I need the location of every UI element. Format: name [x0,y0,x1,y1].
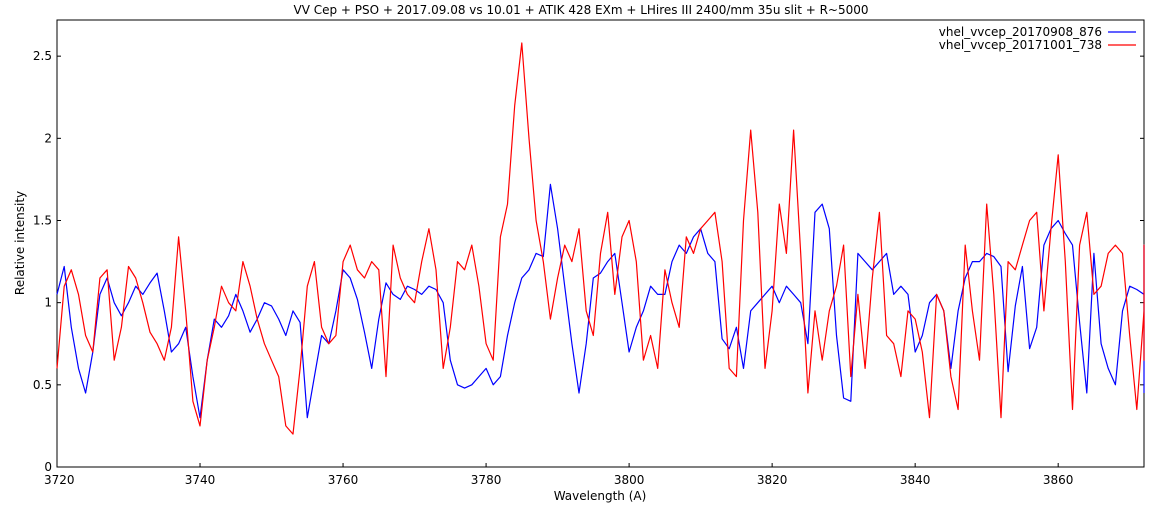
x-tick-label: 3800 [614,473,645,487]
y-tick-label: 1 [44,296,52,310]
series-line-red [56,42,1145,435]
y-tick-label: 2 [44,131,52,145]
x-tick-label: 3760 [328,473,359,487]
series-line-blue [56,183,1145,419]
x-axis-title: Wavelength (A) [554,489,647,503]
x-tick-label: 3720 [44,473,75,487]
legend: vhel_vvcep_20170908_876 vhel_vvcep_20171… [939,25,1136,52]
legend-label-blue: vhel_vvcep_20170908_876 [939,25,1102,39]
x-tick-label: 3740 [185,473,216,487]
y-tick-label: 1.5 [33,213,52,227]
chart-title: VV Cep + PSO + 2017.09.08 vs 10.01 + ATI… [293,3,869,17]
plot-frame [56,19,1145,468]
y-axis-ticks: 0 0.5 1 1.5 2 2.5 [33,49,1144,474]
series-lines [56,42,1145,435]
y-axis-title: Relative intensity [13,191,27,295]
y-tick-label: 2.5 [33,49,52,63]
x-axis-ticks: 3720 3740 3760 3780 3800 3820 3840 3860 [44,463,1073,487]
y-tick-label: 0.5 [33,378,52,392]
y-tick-label: 0 [44,460,52,474]
x-tick-label: 3780 [471,473,502,487]
x-tick-label: 3860 [1043,473,1074,487]
legend-label-red: vhel_vvcep_20171001_738 [939,38,1102,52]
x-tick-label: 3820 [757,473,788,487]
x-tick-label: 3840 [900,473,931,487]
